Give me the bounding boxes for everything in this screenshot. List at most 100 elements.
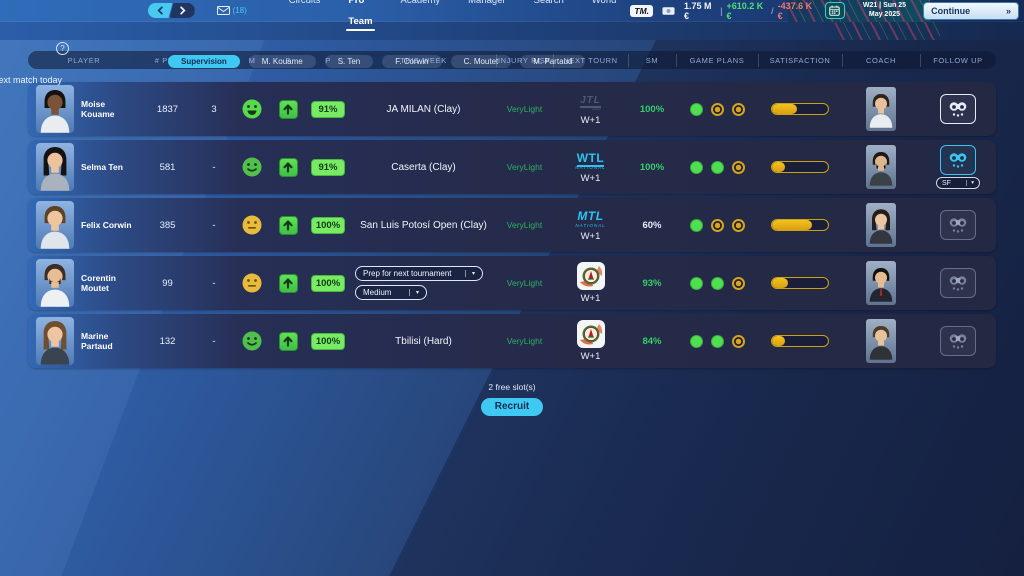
- player-photo[interactable]: [36, 259, 74, 307]
- tab-bar: ? Supervision M. Kouame S. Ten F. Corwin…: [0, 22, 1024, 85]
- pro-rank: 99: [162, 277, 173, 289]
- header-follow-up[interactable]: FOLLOW UP: [920, 53, 996, 67]
- game-plan-dot: [710, 218, 724, 232]
- game-plans: [676, 160, 758, 174]
- header-m[interactable]: M: [248, 55, 256, 65]
- header-sm[interactable]: SM: [628, 53, 676, 67]
- menu-pro-team[interactable]: Pro Team: [334, 0, 386, 32]
- coach-photo[interactable]: [866, 87, 896, 131]
- form-up-icon: [278, 215, 298, 235]
- header-satisfaction[interactable]: SATISFACTION: [758, 53, 842, 67]
- mood-icon: [242, 215, 262, 235]
- satisfaction-bar: [771, 277, 829, 289]
- injury-risk: VeryLight: [506, 104, 543, 114]
- this-week-label: Tbilisi (Hard): [395, 335, 452, 347]
- mail-count: (18): [232, 6, 247, 15]
- intensity-dropdown[interactable]: Medium ▾: [355, 285, 427, 300]
- tab-corwin[interactable]: F. Corwin: [382, 55, 442, 68]
- tournament-week: W+1: [580, 173, 601, 185]
- player-photo[interactable]: [36, 317, 74, 365]
- fitness-badge: 100%: [310, 332, 346, 350]
- game-plans: [676, 102, 758, 116]
- coach-photo[interactable]: [866, 145, 896, 189]
- tab-supervision[interactable]: Supervision: [168, 55, 240, 68]
- money-icon: [662, 6, 675, 15]
- header-injury-risk[interactable]: INJURY RISK: [496, 53, 551, 67]
- follow-up-button[interactable]: [940, 210, 976, 240]
- form-up-icon: [278, 157, 298, 177]
- finances-display: 1.75 M € | +610.2 K € / -437.6 K €: [684, 1, 816, 21]
- chevron-down-icon: ▾: [966, 180, 974, 186]
- tab-partaud[interactable]: M. Partaud: [520, 55, 586, 68]
- mail-button[interactable]: (18): [216, 6, 247, 15]
- player-photo[interactable]: [36, 143, 74, 191]
- injury-risk: VeryLight: [506, 278, 543, 288]
- injury-risk: VeryLight: [506, 220, 543, 230]
- menu-manager[interactable]: Manager: [468, 0, 506, 6]
- pro-rank: 1837: [156, 103, 179, 115]
- fitness-badge: 100%: [310, 216, 346, 234]
- table-row: Selma Ten 581 - 91% Caserta (Clay) VeryL…: [28, 140, 996, 194]
- coach-photo[interactable]: [866, 319, 896, 363]
- tournament-week: W+1: [580, 231, 601, 243]
- chevron-down-icon: ▾: [464, 270, 475, 277]
- form-up-icon: [278, 331, 298, 351]
- player-photo[interactable]: [36, 85, 74, 133]
- help-button[interactable]: ?: [56, 42, 69, 55]
- header-coach[interactable]: COACH: [842, 53, 920, 67]
- game-plan-dot: [689, 102, 703, 116]
- weekly-income: +610.2 K €: [726, 0, 764, 21]
- header-game-plans[interactable]: GAME PLANS: [676, 53, 758, 67]
- header-pro[interactable]: # PRO: [154, 55, 180, 65]
- mood-icon: [242, 273, 262, 293]
- player-name[interactable]: Corentin Moutet: [81, 272, 116, 293]
- menu-circuits[interactable]: Circuits: [288, 0, 321, 6]
- follow-up-button[interactable]: [940, 94, 976, 124]
- tab-ten[interactable]: S. Ten: [324, 55, 374, 68]
- follow-up-button[interactable]: [940, 326, 976, 356]
- tournament-week: W+1: [580, 114, 601, 126]
- followup-round-dropdown[interactable]: SF ▾: [936, 177, 980, 189]
- header-next-tourn[interactable]: NEXT TOURN: [553, 53, 628, 67]
- tab-kouame[interactable]: M. Kouame: [248, 55, 316, 68]
- tm-logo: TM.: [630, 4, 654, 17]
- header-player[interactable]: PLAYER: [67, 55, 101, 65]
- follow-up-button[interactable]: [940, 145, 976, 175]
- week-activity-dropdown[interactable]: Prep for next tournament ▾: [355, 266, 483, 281]
- tournament-week: W+1: [580, 293, 601, 304]
- menu-academy[interactable]: Academy: [400, 0, 441, 6]
- menu-world[interactable]: World: [591, 0, 617, 6]
- player-name[interactable]: Moise Kouame: [81, 98, 115, 119]
- tournament-logo: JTL 300: [580, 95, 601, 112]
- menu-search[interactable]: Search: [533, 0, 564, 6]
- player-name[interactable]: Marine Partaud: [81, 330, 113, 351]
- player-photo[interactable]: [36, 201, 74, 249]
- binoculars-icon: [949, 217, 967, 233]
- recruit-button[interactable]: Recruit: [480, 397, 544, 416]
- coach-photo[interactable]: [866, 203, 896, 247]
- jr-rank: 3: [211, 103, 217, 115]
- fitness-badge: 91%: [311, 158, 345, 176]
- game-plan-dot: [689, 160, 703, 174]
- follow-up-button[interactable]: [940, 268, 976, 298]
- header-f[interactable]: F: [285, 55, 291, 65]
- player-name[interactable]: Selma Ten: [81, 161, 123, 172]
- injury-risk: VeryLight: [506, 336, 543, 346]
- coach-photo[interactable]: [866, 261, 896, 305]
- forward-button[interactable]: [169, 3, 195, 18]
- game-plan-dot: [689, 334, 703, 348]
- game-plan-dot: [689, 218, 703, 232]
- sm-percent: 100%: [639, 161, 665, 173]
- continue-button[interactable]: Continue »: [924, 2, 1018, 19]
- satisfaction-bar: [771, 219, 829, 231]
- game-date: W21 | Sun 25 May 2025: [862, 1, 907, 18]
- game-plan-dot: [710, 160, 724, 174]
- header-p[interactable]: P: [325, 55, 331, 65]
- player-name[interactable]: Felix Corwin: [81, 219, 132, 230]
- tab-moutet[interactable]: C. Moutet: [450, 55, 512, 68]
- calendar-button[interactable]: [825, 2, 845, 19]
- header-this-week[interactable]: THIS WEEK: [400, 55, 447, 65]
- back-button[interactable]: [147, 3, 173, 18]
- table-row: Felix Corwin 385 - 100% San Luis Potosí …: [28, 198, 996, 252]
- jr-rank: -: [212, 219, 216, 231]
